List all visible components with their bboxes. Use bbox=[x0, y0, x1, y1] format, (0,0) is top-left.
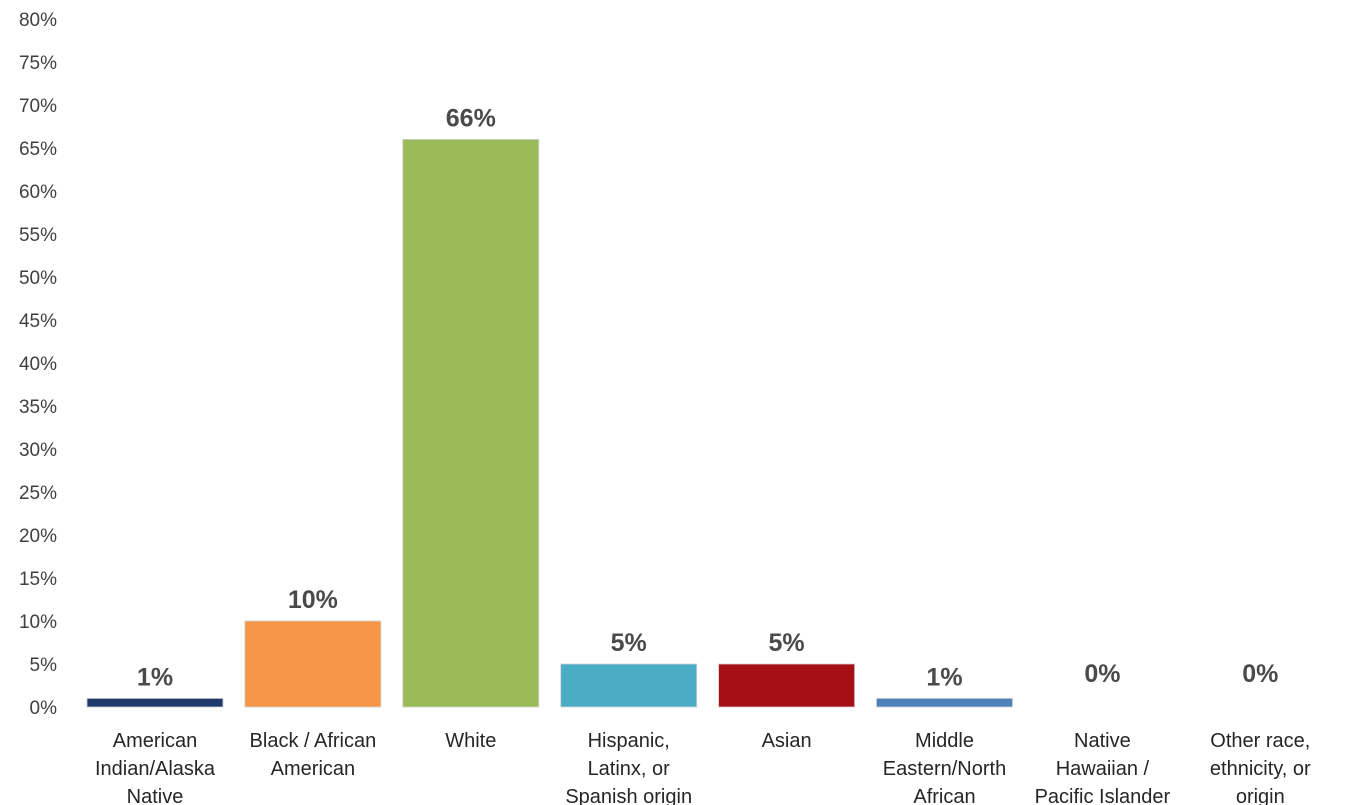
category-label-line: Middle bbox=[915, 730, 974, 752]
data-label: 10% bbox=[288, 586, 338, 614]
category-label-line: African bbox=[913, 786, 975, 805]
y-tick-label: 75% bbox=[19, 53, 57, 74]
data-label: 0% bbox=[1084, 660, 1120, 688]
category-label: White bbox=[445, 730, 496, 752]
category-label-line: Hawaiian / bbox=[1056, 758, 1150, 780]
y-tick-label: 0% bbox=[30, 698, 58, 719]
category-label: Other race, ethnicity, or origin bbox=[1210, 730, 1311, 805]
y-tick-label: 80% bbox=[19, 10, 57, 31]
bar bbox=[86, 698, 224, 708]
data-labels: 1% 10% 66% 5% 5% 1% 0% 0% bbox=[137, 104, 1278, 691]
category-label: Black / African American bbox=[250, 730, 377, 780]
category-label: Hispanic, Latinx, or Spanish origin bbox=[565, 730, 692, 805]
category-label: Asian bbox=[762, 730, 812, 752]
y-tick-label: 5% bbox=[30, 655, 58, 676]
category-label-line: Indian/Alaska bbox=[95, 758, 216, 780]
bar bbox=[244, 620, 382, 708]
category-label-line: Spanish origin bbox=[565, 786, 692, 805]
category-label-line: Eastern/North bbox=[883, 758, 1006, 780]
category-label-line: Asian bbox=[762, 730, 812, 752]
y-tick-label: 40% bbox=[19, 354, 57, 375]
data-label: 5% bbox=[611, 629, 647, 657]
bar bbox=[560, 663, 698, 708]
category-label-line: Hispanic, bbox=[588, 730, 670, 752]
y-tick-label: 30% bbox=[19, 440, 57, 461]
y-tick-label: 55% bbox=[19, 225, 57, 246]
category-label-line: American bbox=[113, 730, 197, 752]
bar bbox=[402, 138, 540, 708]
category-label-line: Native bbox=[1074, 730, 1131, 752]
category-label: American Indian/Alaska Native bbox=[95, 730, 216, 805]
y-tick-label: 65% bbox=[19, 139, 57, 160]
data-label: 0% bbox=[1242, 660, 1278, 688]
category-label-line: Other race, bbox=[1210, 730, 1310, 752]
data-label: 66% bbox=[446, 104, 496, 132]
category-label-line: Black / African bbox=[250, 730, 377, 752]
category-label-line: White bbox=[445, 730, 496, 752]
bar bbox=[718, 663, 855, 708]
category-label: Native Hawaiian / Pacific Islander bbox=[1035, 730, 1171, 805]
category-label-line: American bbox=[271, 758, 355, 780]
x-axis: American Indian/Alaska Native Black / Afric… bbox=[95, 730, 1311, 805]
y-tick-label: 70% bbox=[19, 96, 57, 117]
y-tick-label: 15% bbox=[19, 569, 57, 590]
y-tick-label: 60% bbox=[19, 182, 57, 203]
y-tick-label: 50% bbox=[19, 268, 57, 289]
category-label-line: Native bbox=[127, 786, 184, 805]
y-tick-label: 10% bbox=[19, 612, 57, 633]
y-tick-label: 35% bbox=[19, 397, 57, 418]
category-label: Middle Eastern/North African bbox=[883, 730, 1006, 805]
y-tick-label: 20% bbox=[19, 526, 57, 547]
data-label: 1% bbox=[926, 663, 962, 691]
bars bbox=[86, 138, 1013, 708]
category-label-line: origin bbox=[1236, 786, 1285, 805]
category-label-line: Latinx, or bbox=[588, 758, 671, 780]
category-label-line: ethnicity, or bbox=[1210, 758, 1311, 780]
data-label: 1% bbox=[137, 663, 173, 691]
y-tick-label: 45% bbox=[19, 311, 57, 332]
bar bbox=[876, 698, 1013, 708]
category-label-line: Pacific Islander bbox=[1035, 786, 1171, 805]
y-tick-label: 25% bbox=[19, 483, 57, 504]
y-axis: 0% 5% 10% 15% 20% 25% 30% 35% 40% 45% 50% 55% 60% 65%… bbox=[19, 10, 57, 719]
data-label: 5% bbox=[769, 629, 805, 657]
